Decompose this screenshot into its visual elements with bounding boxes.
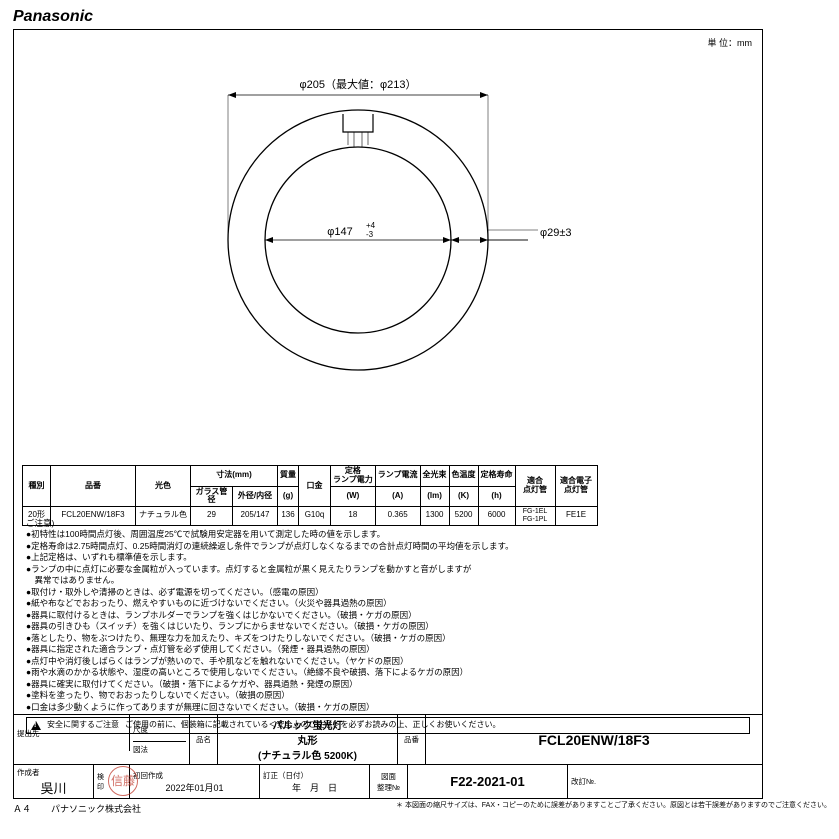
note-line: ●初特性は100時間点灯後、周囲温度25℃で試験用安定器を用いて測定した時の値を… — [26, 529, 750, 540]
note-line: ●雨や水滴のかかる状態や、湿度の高いところで使用しないでください。（絶縁不良や破… — [26, 667, 750, 678]
paper-size: Ａ４ — [13, 802, 31, 815]
note-line: ●取付け・取外しや清掃のときは、必ず電源を切ってください。（感電の原因） — [26, 587, 750, 598]
stamp-icon: 信藤 — [108, 766, 138, 796]
spec-table: 種別 品番 光色 寸法(mm) 質量 口金 定格 ランプ電力 ランプ電流 全光束… — [22, 465, 598, 526]
note-line: ●ランプの中に点灯に必要な金属粒が入っています。点灯すると金属粒が黒く見えたりラ… — [26, 564, 750, 575]
note-line: ●定格寿命は2.75時間点灯、0.25時間消灯の連続繰返し条件でランプが点灯しな… — [26, 541, 750, 552]
note-line: ●器具に指定された適合ランプ・点灯管を必ず使用してください。（発煙・器具過熱の原… — [26, 644, 750, 655]
spec-header-row: 種別 品番 光色 寸法(mm) 質量 口金 定格 ランプ電力 ランプ電流 全光束… — [23, 466, 598, 487]
brand-logo: Panasonic — [13, 8, 831, 26]
note-line: ●器具に取付けるときは、ランプホルダーでランプを強くはじかないでください。（破損… — [26, 610, 750, 621]
note-line: ●紙や布などでおおったり、燃えやすいものに近づけないでください。（火災や器具過熱… — [26, 598, 750, 609]
notes-title: ご注意) — [26, 518, 750, 529]
title-block: 提出先 尺度 図法 品名 パルック蛍光灯 丸形 (ナチュラル色 5200K) 品… — [14, 714, 762, 798]
company-name: パナソニック株式会社 — [51, 802, 141, 815]
note-line: ●点灯中や消灯後しばらくはランプが熱いので、手や肌などを触れないでください。（ヤ… — [26, 656, 750, 667]
note-line: 異常ではありません。 — [26, 575, 750, 586]
note-line: ●落としたり、物をぶつけたり、無理な力を加えたり、キズをつけたりしないでください… — [26, 633, 750, 644]
unit-label: 単 位：mm — [708, 36, 753, 49]
note-line: ●口金は多少動くように作ってありますが無理に回さないでください。（破損・ケガの原… — [26, 702, 750, 713]
note-line: ●器具に確実に取付けてください。（破損・落下によるケガや、器具過熱・発煙の原因） — [26, 679, 750, 690]
lamp-diagram: φ205（最大値：φ213） φ147 +4 -3 φ29±3 — [14, 60, 762, 440]
inner-tol-bot: -3 — [366, 230, 374, 239]
inner-tol-top: +4 — [366, 221, 376, 230]
tube-dia-text: φ29±3 — [540, 227, 572, 239]
notes-block: ご注意) ●初特性は100時間点灯後、周囲温度25℃で試験用安定器を用いて測定し… — [26, 518, 750, 734]
note-line: ●上記定格は、いずれも標準値を示します。 — [26, 552, 750, 563]
outer-dia-text: φ205（最大値：φ213） — [300, 77, 417, 91]
footer: Ａ４ パナソニック株式会社 ＊ 本図面の縮尺サイズは、FAX・コピーのために誤差… — [13, 802, 831, 815]
inner-dia-text: φ147 — [327, 226, 353, 238]
footnote: ＊ 本図面の縮尺サイズは、FAX・コピーのために誤差がありますことご了承ください… — [396, 802, 831, 815]
drawing-frame: 単 位：mm φ205（最大値：φ213） φ147 +4 - — [13, 29, 763, 799]
note-line: ●塗料を塗ったり、物でおおったりしないでください。（破損の原因） — [26, 690, 750, 701]
note-line: ●器具の引きひも（スイッチ）を強くはじいたり、ランプにからませないでください。（… — [26, 621, 750, 632]
